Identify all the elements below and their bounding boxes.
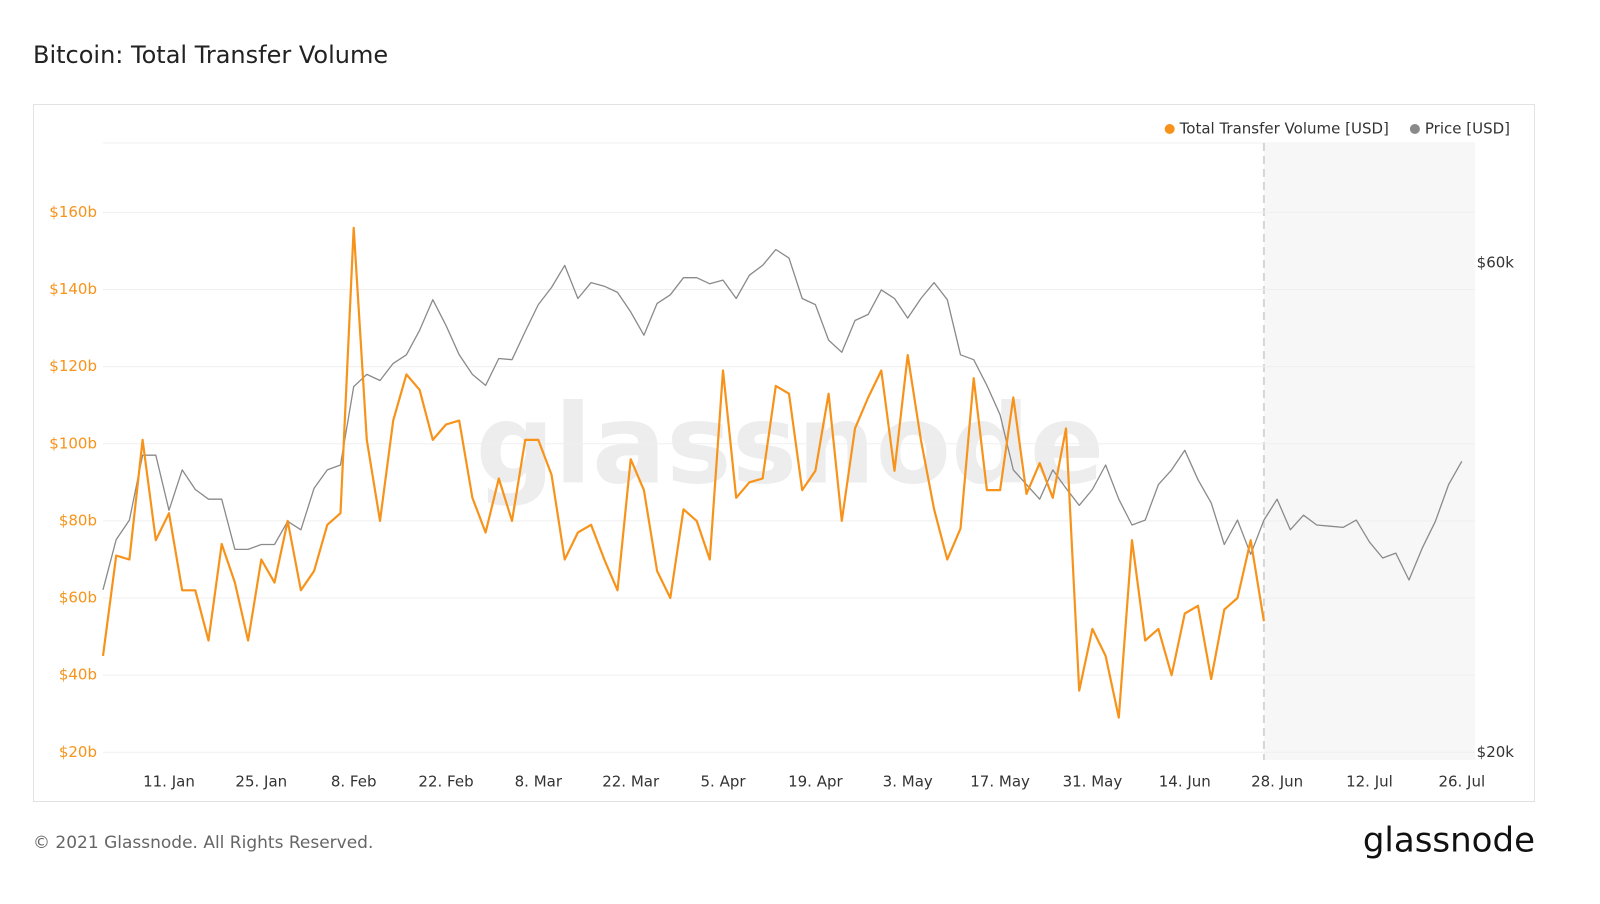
y-tick-label: $140b [49, 280, 97, 298]
y-tick-label: $160b [49, 203, 97, 221]
y2-tick-label: $60k [1477, 253, 1515, 271]
logo: glassnode [1363, 821, 1535, 861]
series-line [102, 248, 1463, 590]
y-tick-label: $60b [59, 589, 97, 607]
chart-title: Bitcoin: Total Transfer Volume [33, 41, 388, 69]
legend-dot [1164, 124, 1175, 134]
x-tick-label: 26. Jul [1438, 773, 1485, 791]
x-tick-label: 14. Jun [1159, 773, 1211, 791]
footer: © 2021 Glassnode. All Rights Reserved. [33, 833, 373, 853]
x-tick-label: 25. Jan [235, 773, 287, 791]
panel [33, 104, 1535, 802]
y-tick-label: $120b [49, 357, 97, 375]
x-tick-label: 22. Feb [418, 773, 473, 791]
y2-tick-label: $20k [1477, 743, 1515, 761]
shaded-region [1263, 143, 1475, 760]
x-tick-label: 17. May [970, 773, 1030, 791]
x-tick-label: 28. Jun [1251, 773, 1303, 791]
x-tick-label: 22. Mar [602, 773, 660, 791]
series-line [101, 226, 1265, 719]
x-tick-label: 8. Feb [331, 773, 377, 791]
x-tick-label: 8. Mar [515, 773, 563, 791]
legend-label: Price [USD] [1425, 120, 1510, 138]
y-tick-label: $20b [59, 743, 97, 761]
y-tick-label: $100b [49, 434, 97, 452]
legend-label: Total Transfer Volume [USD] [1179, 120, 1389, 138]
y-tick-label: $40b [59, 666, 97, 684]
legend-dot [1409, 124, 1420, 134]
x-tick-label: 5. Apr [701, 773, 747, 791]
x-tick-label: 31. May [1063, 773, 1123, 791]
x-tick-label: 11. Jan [143, 773, 195, 791]
x-tick-label: 12. Jul [1346, 773, 1393, 791]
x-tick-label: 3. May [883, 773, 933, 791]
x-tick-label: 19. Apr [788, 773, 843, 791]
y-tick-label: $80b [59, 511, 97, 529]
